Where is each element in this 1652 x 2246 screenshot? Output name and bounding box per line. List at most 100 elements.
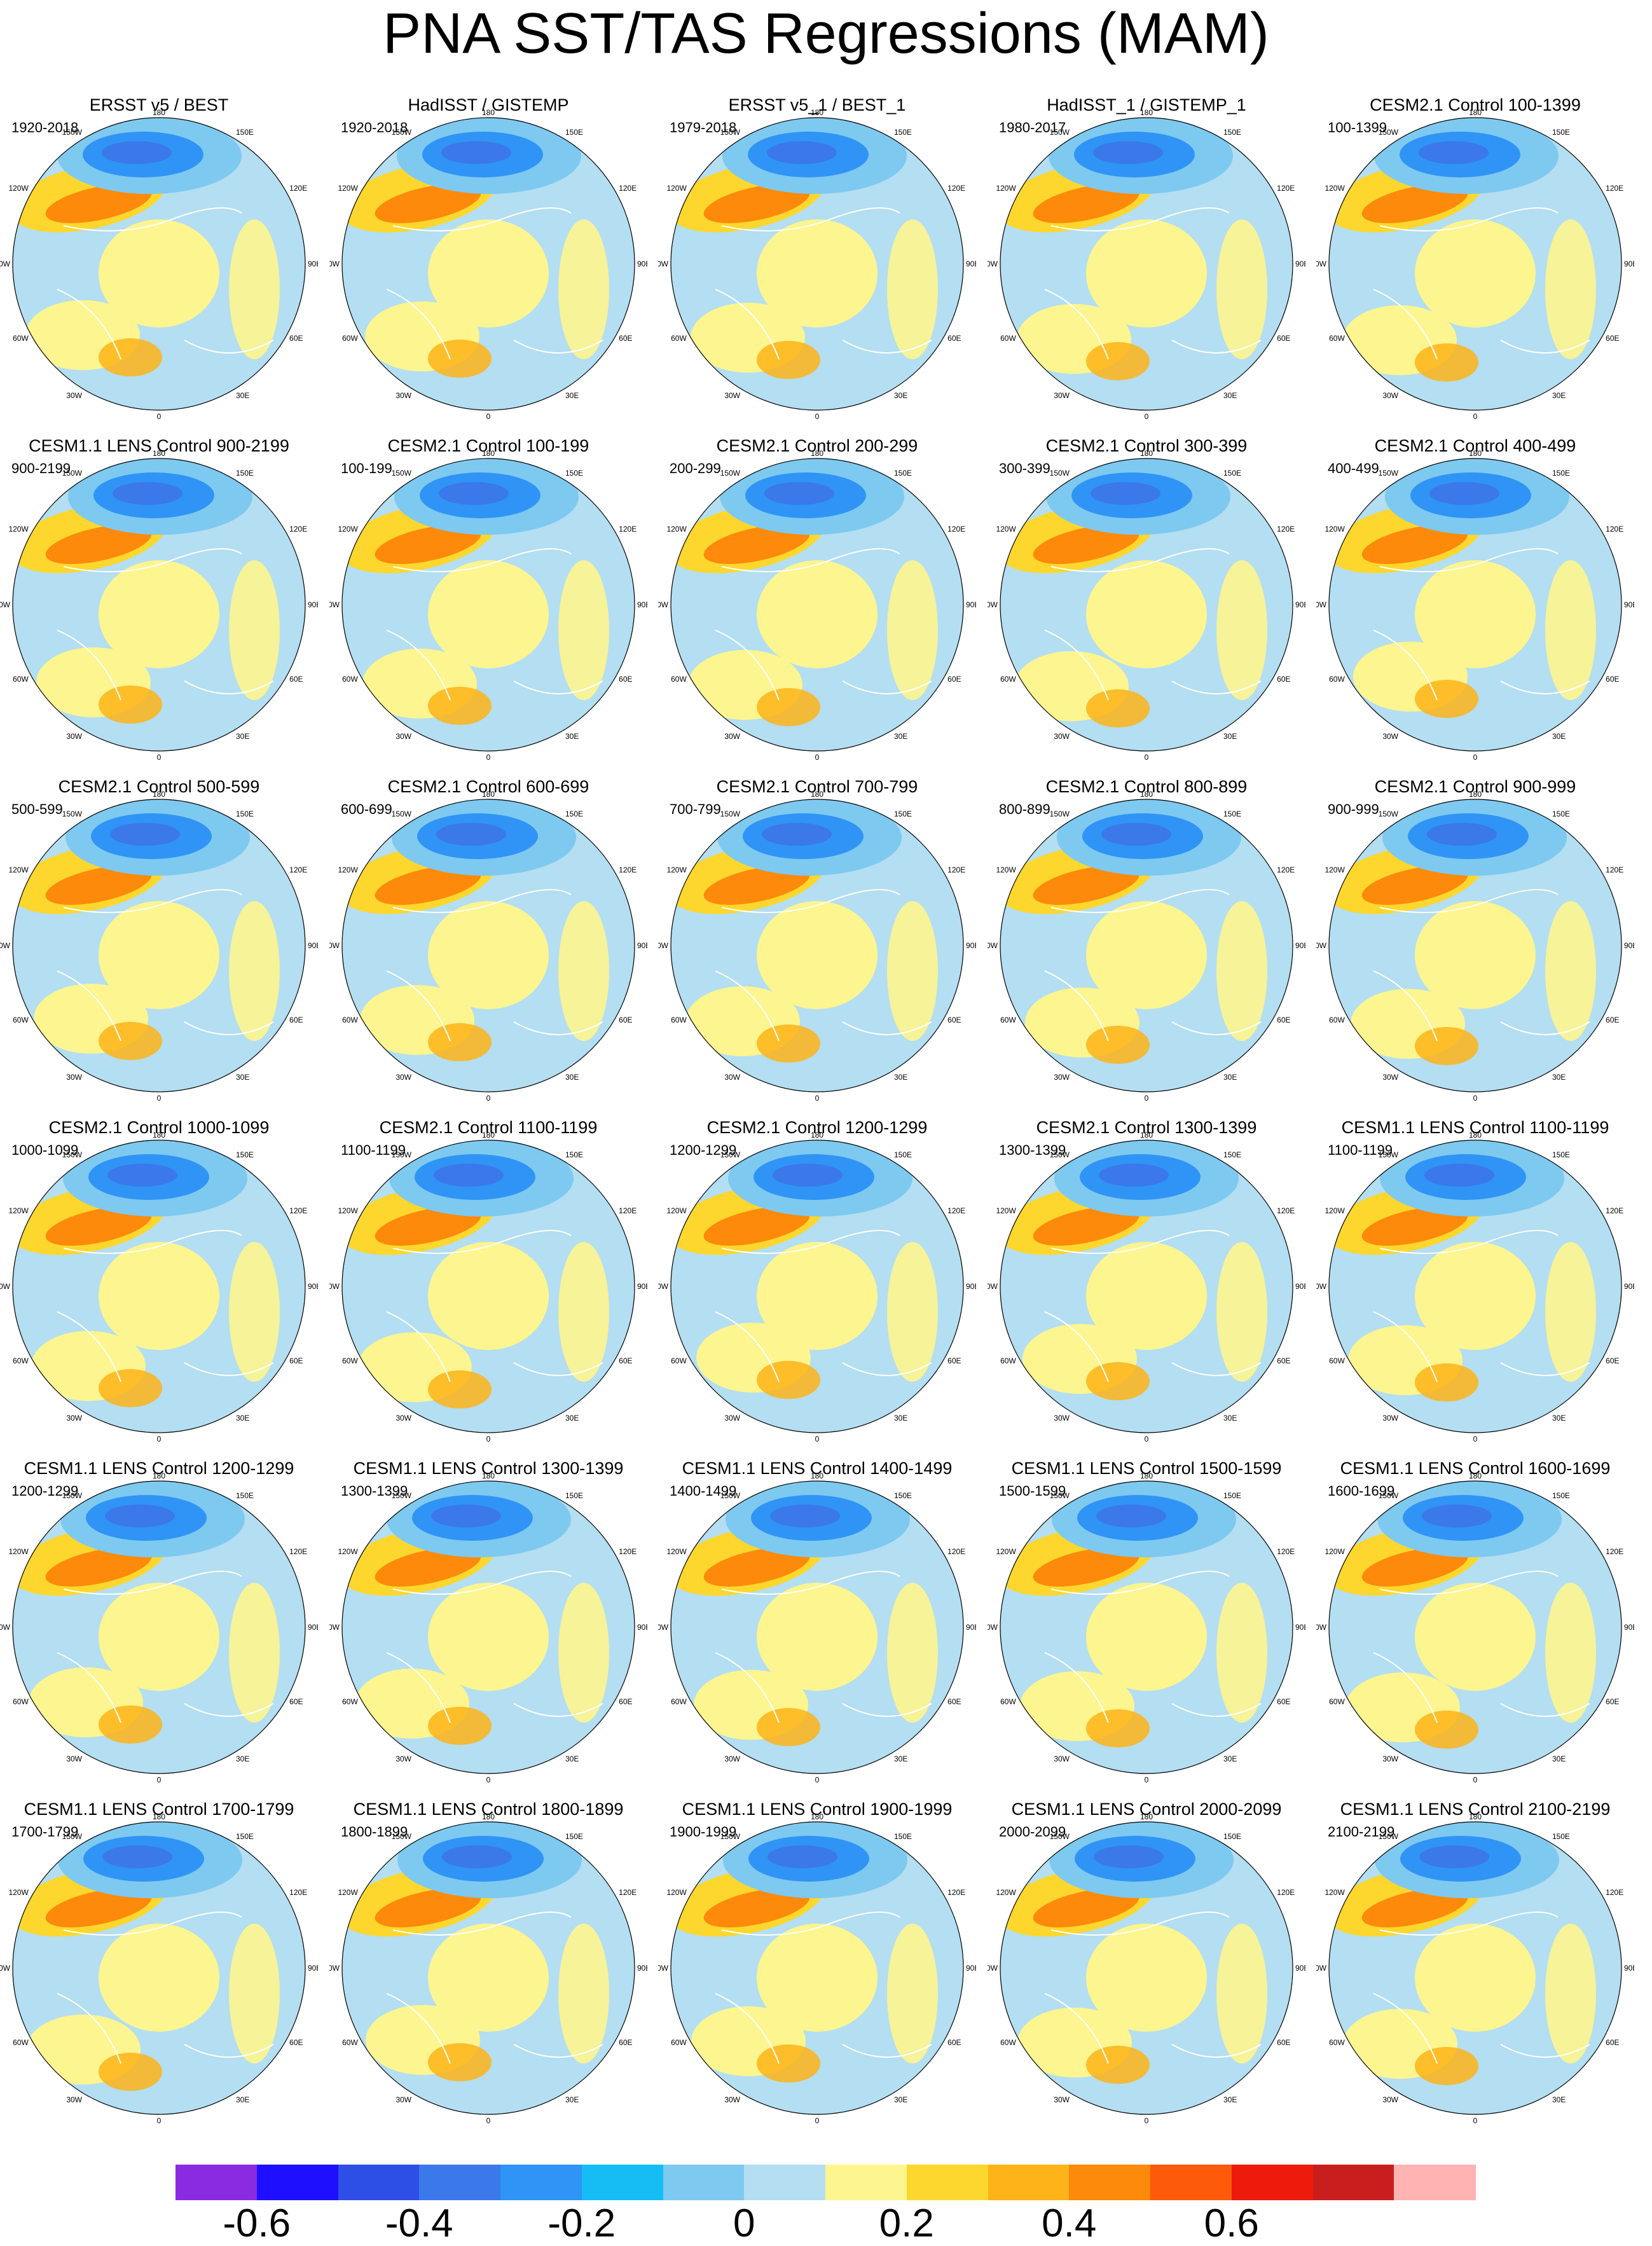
longitude-label-180: 180 — [1140, 1812, 1153, 1821]
longitude-label-30w: 30W — [1054, 2095, 1070, 2104]
panel-period-label: 800-899 — [999, 801, 1050, 817]
polar-map: 180 150W 150E 120W 120E 90W 90E 60W 60E 30W 30E 0 — [988, 108, 1305, 420]
labrador-warm-patch — [99, 1369, 162, 1407]
map-panel: 180 150W 150E 120W 120E 90W 90E 60W 60E 30W 30E 0 CE… — [988, 1459, 1305, 1783]
panel-title: CESM1.1 LENS Control 1700-1799 — [24, 1800, 294, 1819]
longitude-label-180: 180 — [153, 449, 165, 458]
labrador-warm-patch — [757, 1361, 820, 1399]
longitude-label-30w: 30W — [66, 391, 82, 400]
arctic-warm-region — [99, 1924, 219, 2032]
polar-map: 180 150W 150E 120W 120E 90W 90E 60W 60E 30W 30E 0 — [0, 1471, 318, 1783]
panel-title: HadISST_1 / GISTEMP_1 — [1047, 95, 1246, 114]
longitude-label-60w: 60W — [1329, 2038, 1345, 2047]
panel-title: CESM2.1 Control 1000-1099 — [48, 1118, 270, 1137]
longitude-label-0: 0 — [157, 2116, 162, 2124]
longitude-label-180: 180 — [482, 1131, 495, 1140]
longitude-label-120w: 120W — [1325, 525, 1345, 534]
panel-period-label: 2100-2199 — [1328, 1824, 1395, 1840]
pacific-cold-core — [1419, 141, 1489, 164]
longitude-label-30e: 30E — [894, 2095, 907, 2104]
longitude-label-180: 180 — [482, 1812, 495, 1821]
longitude-label-0: 0 — [157, 753, 162, 761]
longitude-label-60e: 60E — [619, 1356, 632, 1365]
longitude-label-150w: 150W — [1379, 128, 1399, 137]
longitude-label-0: 0 — [1473, 753, 1478, 761]
longitude-label-90e: 90E — [1624, 941, 1634, 950]
longitude-label-90e: 90E — [637, 941, 647, 950]
longitude-label-30e: 30E — [236, 1754, 249, 1763]
longitude-label-120e: 120E — [1277, 1888, 1295, 1897]
panel-title: CESM1.1 LENS Control 1400-1499 — [682, 1459, 953, 1478]
longitude-label-30e: 30E — [236, 1414, 249, 1423]
colorbar-segment — [906, 2165, 988, 2200]
colorbar-segment — [338, 2165, 420, 2200]
longitude-label-120w: 120W — [338, 1206, 358, 1215]
labrador-warm-patch — [1086, 1026, 1150, 1064]
longitude-label-120w: 120W — [996, 865, 1016, 874]
polar-map: 180 150W 150E 120W 120E 90W 90E 60W 60E 30W 30E 0 — [329, 1471, 647, 1783]
panel-period-label: 1200-1299 — [670, 1142, 737, 1158]
panel-period-label: 100-199 — [341, 460, 392, 476]
longitude-label-90w: 90W — [329, 941, 340, 950]
coastline — [1044, 1571, 1262, 1723]
longitude-label-150w: 150W — [1050, 128, 1070, 137]
longitude-label-150w: 150W — [1050, 1150, 1070, 1159]
longitude-label-0: 0 — [815, 1435, 820, 1442]
longitude-label-150e: 150E — [894, 1491, 912, 1500]
longitude-label-120e: 120E — [1277, 184, 1295, 193]
longitude-label-120w: 120W — [338, 525, 358, 534]
panel-period-label: 1800-1899 — [341, 1824, 408, 1840]
map-panel: 180 150W 150E 120W 120E 90W 90E 60W 60E 30W 30E 0 CE… — [0, 1459, 318, 1783]
colorbar-tick-label: 0 — [733, 2201, 755, 2245]
panel-title: CESM1.1 LENS Control 2100-2199 — [1340, 1800, 1611, 1819]
longitude-label-120w: 120W — [8, 1888, 29, 1897]
longitude-label-60w: 60W — [13, 1356, 29, 1365]
arctic-warm-region — [1415, 1242, 1536, 1350]
pacific-warm-core — [375, 1888, 481, 1927]
longitude-label-120w: 120W — [1325, 865, 1345, 874]
longitude-label-60e: 60E — [1277, 1016, 1290, 1024]
map-panel: 180 150W 150E 120W 120E 90W 90E 60W 60E 30W 30E 0 CE… — [658, 777, 976, 1101]
arctic-warm-region — [1086, 1924, 1207, 2032]
longitude-label-30e: 30E — [236, 732, 249, 741]
pacific-warm-core — [1361, 1888, 1468, 1927]
longitude-label-30e: 30E — [565, 1073, 579, 1082]
polar-map: 180 150W 150E 120W 120E 90W 90E 60W 60E 30W 30E 0 — [658, 790, 976, 1101]
arctic-warm-region — [1415, 901, 1536, 1009]
longitude-label-90e: 90E — [637, 1964, 647, 1973]
panel-title: CESM2.1 Control 700-799 — [716, 777, 918, 796]
coastline — [57, 207, 274, 360]
pacific-cold-core — [762, 823, 832, 846]
eurasia-warm-patch — [558, 901, 609, 1041]
longitude-label-60e: 60E — [619, 1016, 632, 1024]
longitude-label-120w: 120W — [8, 865, 29, 874]
longitude-label-120e: 120E — [947, 1888, 965, 1897]
longitude-label-90e: 90E — [308, 259, 318, 268]
map-panel: 180 150W 150E 120W 120E 90W 90E 60W 60E 30W 30E 0 CE… — [0, 1800, 318, 2124]
panel-period-label: 1000-1099 — [11, 1142, 79, 1158]
polar-map: 180 150W 150E 120W 120E 90W 90E 60W 60E 30W 30E 0 — [658, 108, 976, 420]
colorbar-segment — [1312, 2165, 1394, 2200]
labrador-warm-patch — [428, 1707, 492, 1745]
polar-map: 180 150W 150E 120W 120E 90W 90E 60W 60E 30W 30E 0 — [1316, 790, 1634, 1101]
longitude-label-90e: 90E — [308, 1282, 318, 1291]
pacific-warm-core — [375, 525, 481, 564]
eurasia-warm-patch — [229, 1242, 280, 1382]
coastline — [715, 1912, 932, 2064]
pacific-warm-core — [45, 1206, 152, 1246]
longitude-label-180: 180 — [1140, 449, 1153, 458]
pacific-cold-core — [436, 823, 506, 846]
panel-period-label: 200-299 — [670, 460, 721, 476]
longitude-label-0: 0 — [1145, 1775, 1149, 1783]
longitude-label-30w: 30W — [1382, 1414, 1398, 1423]
pacific-cold-core — [102, 141, 172, 164]
map-panel: 180 150W 150E 120W 120E 90W 90E 60W 60E 30W 30E 0 CE… — [1316, 1459, 1634, 1783]
longitude-label-0: 0 — [1145, 1435, 1149, 1442]
polar-map: 180 150W 150E 120W 120E 90W 90E 60W 60E 30W 30E 0 — [329, 1131, 647, 1442]
longitude-label-120e: 120E — [1277, 525, 1295, 534]
longitude-label-150w: 150W — [392, 1832, 412, 1841]
panel-title: CESM1.1 LENS Control 1800-1899 — [353, 1800, 624, 1819]
colorbar-segment — [663, 2165, 745, 2200]
longitude-label-90e: 90E — [966, 1282, 976, 1291]
polar-map: 180 150W 150E 120W 120E 90W 90E 60W 60E 30W 30E 0 — [1316, 1471, 1634, 1783]
